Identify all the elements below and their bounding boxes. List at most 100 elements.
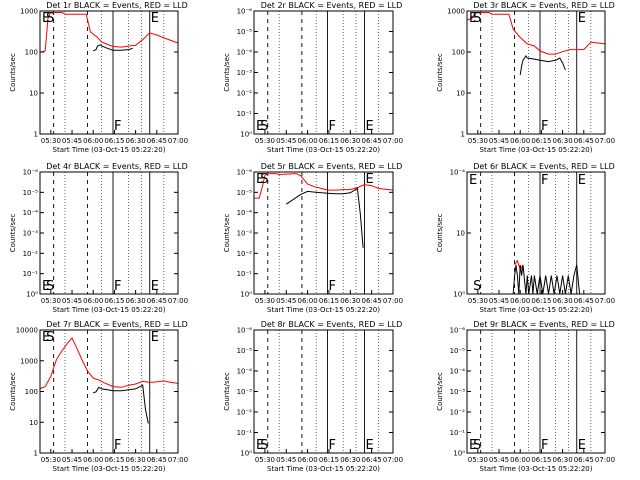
det-6-xtick-label: 06:15	[531, 297, 551, 305]
det-6-title: Det 6r BLACK = Events, RED = LLD	[473, 162, 615, 171]
det-2-ytick-label: 10⁻³	[237, 69, 253, 77]
det-5-xlabel: Start Time (03-Oct-15 05:22:20)	[267, 306, 380, 314]
det-7-ytick-label: 1	[34, 450, 38, 458]
det-4-xtick-label: 06:30	[126, 297, 146, 305]
det-8-xtick-label: 05:45	[276, 456, 296, 464]
det-4-xtick-label: 06:15	[104, 297, 124, 305]
det-4-ytick-label: 10⁻⁴	[23, 209, 39, 217]
det-9-xtick-label: 06:00	[510, 456, 530, 464]
det-5-panel: Det 5r BLACK = Events, RED = LLD 10⁰ 10⁻¹ 1…	[223, 162, 403, 314]
det-9-xtick-label: 05:30	[468, 456, 488, 464]
det-6-lld-series	[514, 259, 524, 271]
det-8-plot-frame	[253, 329, 394, 454]
det-1-xtick-label: 06:45	[147, 137, 167, 145]
det-9-xtick-label: 06:15	[531, 456, 551, 464]
det-1-xlabel: Start Time (03-Oct-15 05:22:20)	[53, 146, 166, 154]
det-5-xtick-label: 06:00	[298, 297, 318, 305]
det-4-ytick-label: 10⁻⁵	[23, 189, 39, 197]
det-2-xtick-label: 05:30	[255, 137, 275, 145]
det-6-xtick-label: 06:45	[574, 297, 594, 305]
det-1-xtick-label: 07:00	[168, 137, 188, 145]
det-3-ytick-label: 1000	[447, 8, 465, 16]
det-2-ylabel: Counts/sec	[223, 53, 231, 92]
det-4-plot-frame	[39, 171, 179, 295]
det-2-panel: Det 2r BLACK = Events, RED = LLD 10⁰ 10⁻¹ 1…	[223, 1, 403, 154]
det-6-xtick-label: 05:45	[489, 297, 509, 305]
det-3-ylabel: Counts/sec	[436, 53, 444, 92]
det-4-ylabel: Counts/sec	[9, 214, 17, 253]
det-6-marker-s: S	[473, 279, 481, 294]
det-8-marker-e: E	[256, 438, 264, 453]
det-4-marker-e: E	[151, 279, 159, 294]
det-5-marker-e: E	[256, 172, 264, 187]
det-7-marker-s: S	[46, 330, 54, 345]
det-9-xtick-label: 07:00	[595, 456, 615, 464]
det-3-xtick-label: 05:30	[468, 137, 488, 145]
det-6-panel: Det 6r BLACK = Events, RED = LLD 10⁰ 10 10⁻…	[436, 162, 615, 314]
det-9-panel: Det 9r BLACK = Events, RED = LLD 10⁰ 10⁻¹ 1…	[436, 320, 615, 473]
det-2-xtick-label: 06:30	[340, 137, 360, 145]
det-1-ytick-label: 100	[25, 49, 38, 57]
det-5-xtick-label: 06:45	[362, 297, 382, 305]
det-2-xlabel: Start Time (03-Oct-15 05:22:20)	[267, 146, 380, 154]
det-4-marker-e: E	[42, 279, 50, 294]
det-7-plot-frame	[39, 329, 179, 454]
det-5-ytick-label: 10⁻³	[237, 230, 253, 238]
det-4-ytick-label: 10⁰	[26, 291, 38, 299]
det-9-xtick-label: 06:45	[574, 456, 594, 464]
det-5-marker-e: E	[366, 172, 374, 187]
det-5-xtick-label: 05:45	[276, 297, 296, 305]
det-3-events-series	[519, 54, 566, 76]
det-4-xtick-label: 05:45	[62, 297, 82, 305]
det-7-xtick-label: 06:30	[126, 456, 146, 464]
det-2-ytick-label: 10⁻⁶	[237, 8, 253, 16]
det-5-title: Det 5r BLACK = Events, RED = LLD	[261, 162, 403, 171]
det-6-ylabel: Counts/sec	[436, 214, 444, 253]
det-5-xtick-label: 05:30	[255, 297, 275, 305]
det-5-ytick-label: 10⁻⁴	[237, 209, 253, 217]
det-9-ytick-label: 10⁻²	[450, 409, 466, 417]
det-7-title: Det 7r BLACK = Events, RED = LLD	[46, 320, 188, 329]
det-5-xtick-label: 06:30	[340, 297, 360, 305]
det-8-ytick-label: 10⁻⁵	[237, 347, 253, 355]
det-1-panel: Det 1r BLACK = Events, RED = LLD 1 10 100 10…	[9, 1, 188, 154]
det-4-ytick-label: 10⁻²	[23, 250, 39, 258]
det-4-title: Det 4r BLACK = Events, RED = LLD	[46, 162, 188, 171]
det-3-xlabel: Start Time (03-Oct-15 05:22:20)	[480, 146, 593, 154]
det-6-ytick-label: 10⁰	[453, 291, 465, 299]
det-5-ytick-label: 10⁰	[240, 291, 252, 299]
det-5-lld-series	[253, 173, 394, 199]
det-5-ytick-label: 10⁻⁵	[237, 189, 253, 197]
det-5-xtick-label: 06:15	[319, 297, 339, 305]
det-7-xtick-label: 07:00	[168, 456, 188, 464]
det-7-xtick-label: 06:00	[83, 456, 103, 464]
det-8-xtick-label: 06:45	[362, 456, 382, 464]
det-7-marker-e: E	[151, 330, 159, 345]
det-4-xtick-label: 06:45	[147, 297, 167, 305]
det-3-ytick-label: 100	[452, 49, 465, 57]
det-4-xtick-label: 07:00	[168, 297, 188, 305]
det-8-xlabel: Start Time (03-Oct-15 05:22:20)	[267, 465, 380, 473]
det-3-xtick-label: 07:00	[595, 137, 615, 145]
det-9-ylabel: Counts/sec	[436, 372, 444, 411]
det-8-ytick-label: 10⁻⁶	[237, 327, 253, 335]
det-3-xtick-label: 06:15	[531, 137, 551, 145]
det-8-xtick-label: 06:15	[319, 456, 339, 464]
det-4-xlabel: Start Time (03-Oct-15 05:22:20)	[53, 306, 166, 314]
det-1-plot-frame	[39, 10, 179, 135]
det-4-ytick-label: 10⁻⁶	[23, 169, 39, 177]
det-1-xtick-label: 05:30	[41, 137, 61, 145]
det-9-ytick-label: 10⁻⁵	[450, 347, 466, 355]
det-1-xtick-label: 06:00	[83, 137, 103, 145]
det-7-ytick-label: 10	[29, 419, 38, 427]
det-6-ytick-label: 10⁻⁴	[450, 169, 466, 177]
det-3-marker-e: E	[469, 11, 477, 26]
det-2-ytick-label: 10⁻¹	[237, 110, 253, 118]
det-8-panel: Det 8r BLACK = Events, RED = LLD 10⁰ 10⁻¹ 1…	[223, 320, 403, 473]
det-9-xlabel: Start Time (03-Oct-15 05:22:20)	[480, 465, 593, 473]
det-3-ytick-label: 1	[461, 131, 465, 139]
det-2-xtick-label: 07:00	[383, 137, 403, 145]
det-8-xtick-label: 05:30	[255, 456, 275, 464]
det-5-ytick-label: 10⁻²	[237, 250, 253, 258]
det-2-xtick-label: 06:15	[319, 137, 339, 145]
